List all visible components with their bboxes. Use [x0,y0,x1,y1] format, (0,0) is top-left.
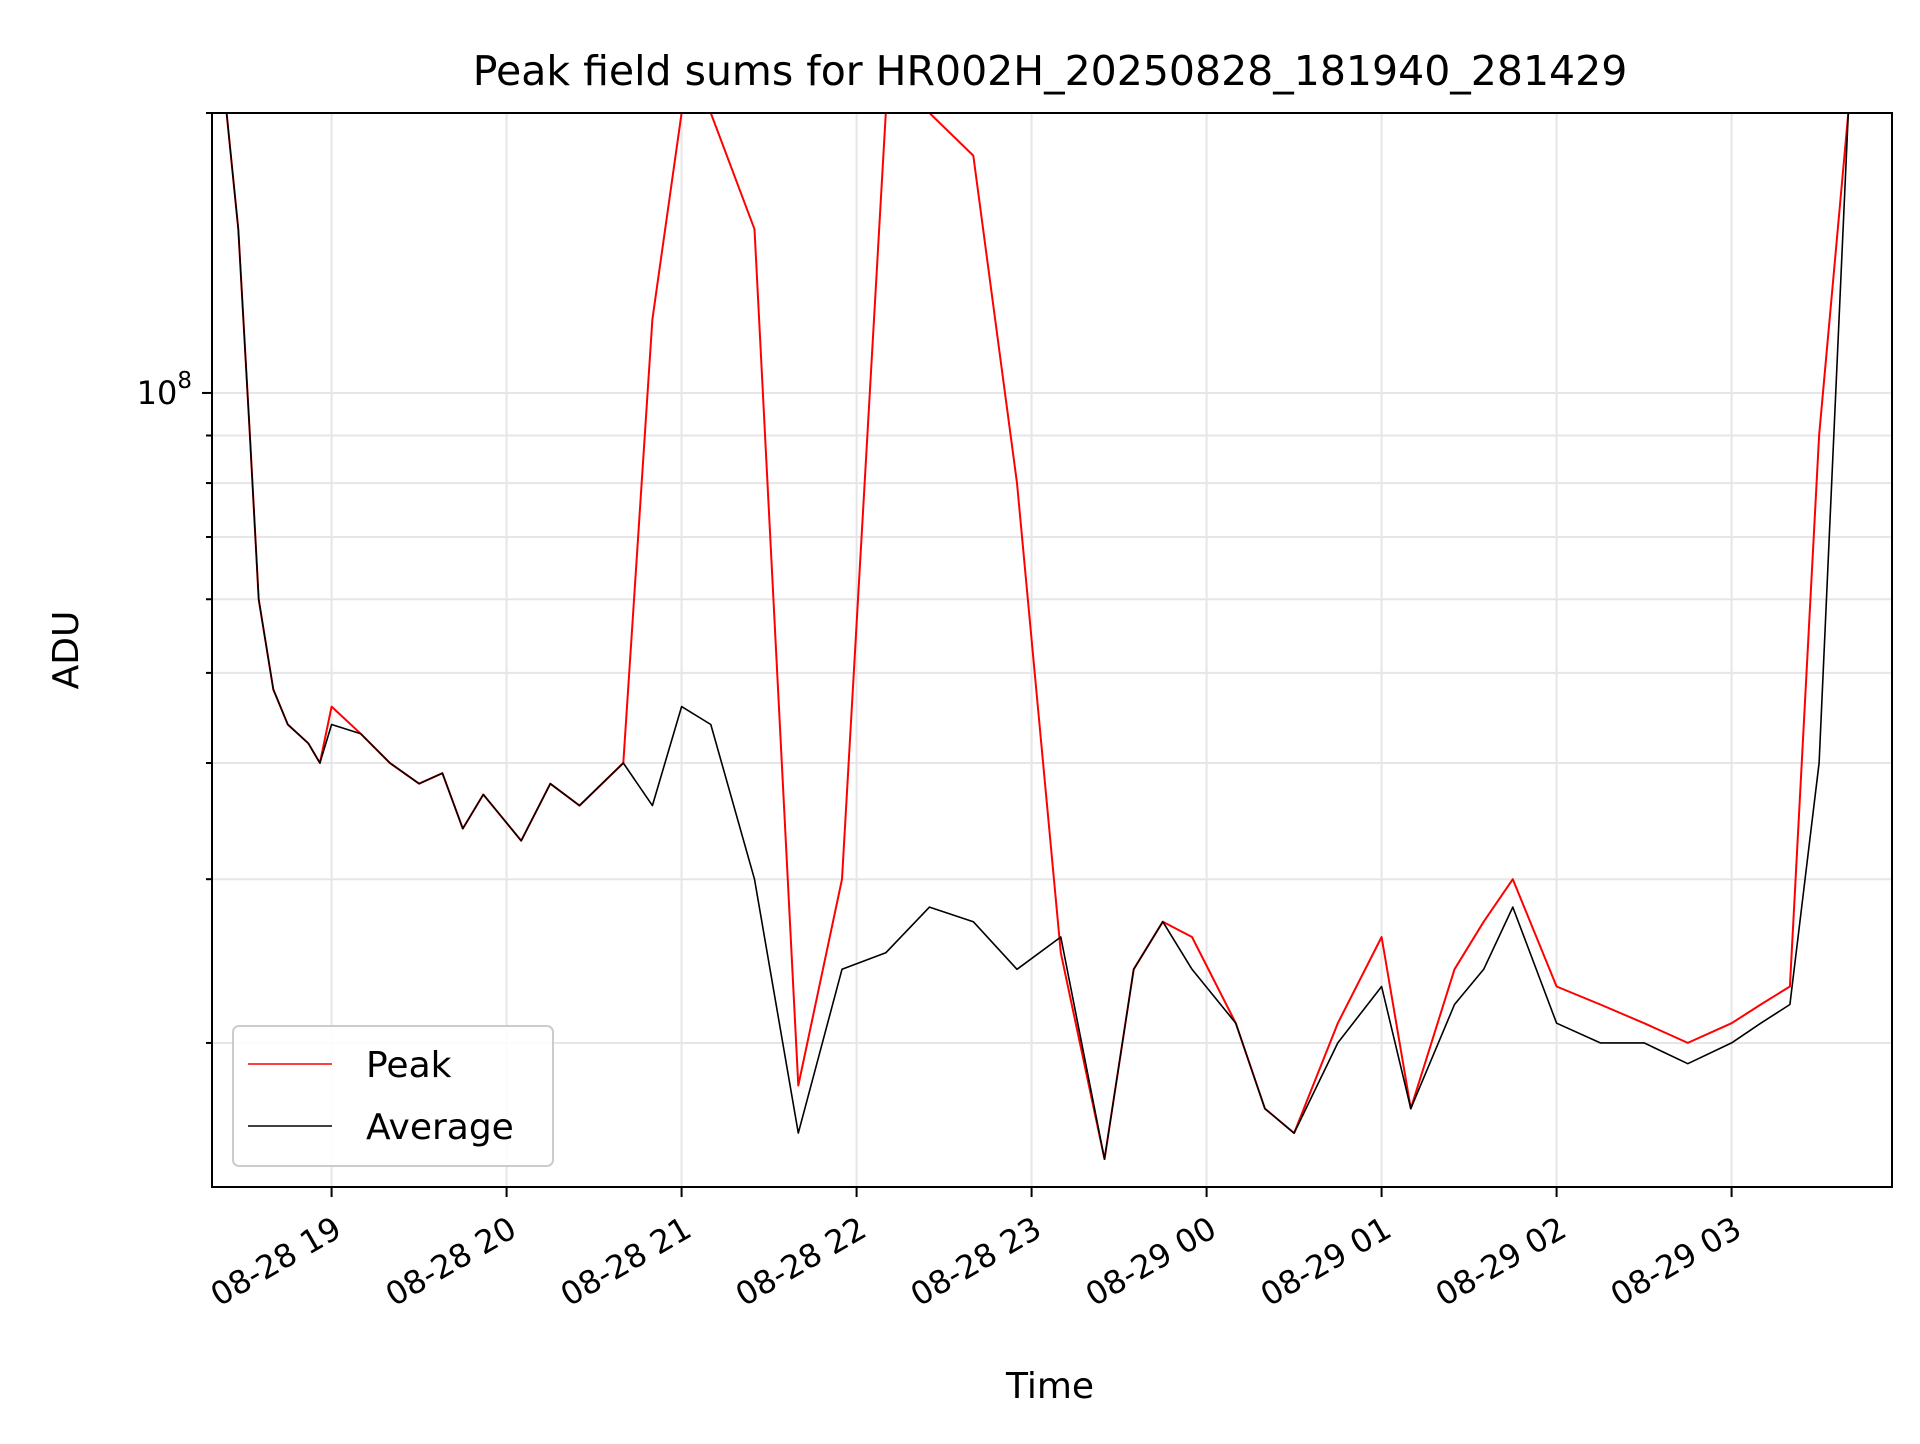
x-tick-label: 08-28 23 [904,1209,1048,1314]
legend-label-peak: Peak [366,1045,452,1086]
x-tick-label: 08-28 19 [204,1209,348,1314]
series-line-peak [212,113,1892,1161]
x-tick-label: 08-29 03 [1604,1209,1748,1314]
grid [212,112,1892,1187]
series-line-average [212,113,1892,1160]
x-tick-label: 08-29 01 [1254,1209,1398,1314]
y-axis-label: ADU [46,611,87,690]
chart-title: Peak field sums for HR002H_20250828_1819… [473,47,1628,95]
x-axis-label: Time [1005,1366,1094,1407]
x-axis: 08-28 19 08-28 20 08-28 21 08-28 22 08-28 23… [204,1187,1748,1314]
x-tick-label: 08-28 21 [554,1209,698,1314]
series-layer [212,113,1892,1161]
legend-label-average: Average [366,1107,514,1148]
x-tick-label: 08-28 22 [729,1209,873,1314]
x-tick-label: 08-29 00 [1079,1209,1223,1314]
legend: Peak Average [232,1025,554,1167]
plot-frame [211,112,1893,1188]
legend-box [232,1025,554,1167]
y-axis: 108 [137,112,212,1044]
x-tick-label: 08-29 02 [1429,1209,1573,1314]
x-tick-label: 08-28 20 [379,1209,523,1314]
y-tick-label: 108 [137,368,192,412]
